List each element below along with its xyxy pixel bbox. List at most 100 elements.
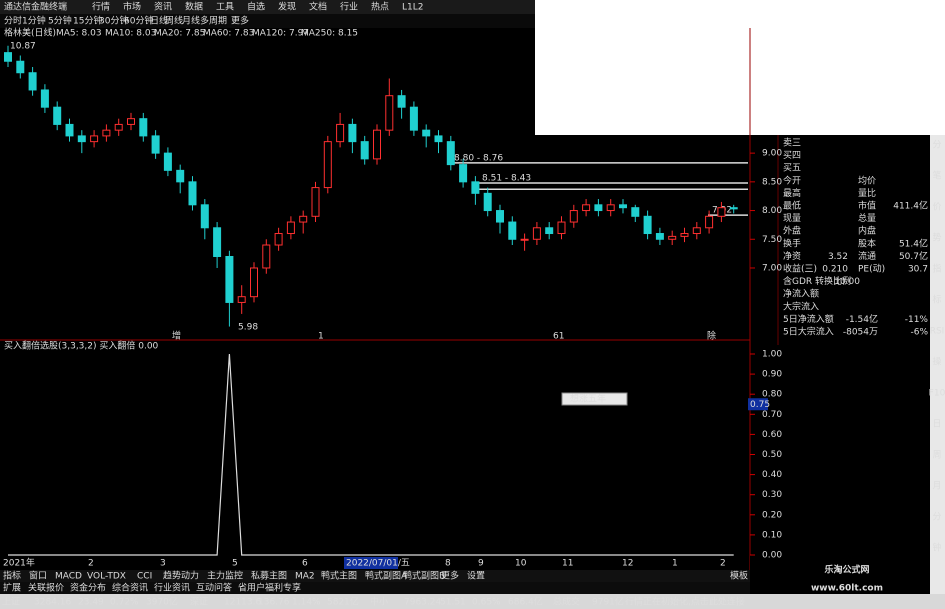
candle-body [692, 227, 701, 235]
side-tab[interactable]: 笔 [932, 170, 941, 182]
menu-item[interactable]: 工具 [216, 2, 234, 13]
candle-body [409, 106, 418, 131]
quote-value: 10.00 [834, 277, 860, 287]
period-tab[interactable]: 周线 [165, 15, 183, 27]
indicator-tab[interactable]: CCI [137, 572, 152, 582]
menu-item[interactable]: 发现 [278, 1, 296, 13]
candle-body [446, 141, 455, 166]
menu-item[interactable]: 市场 [123, 1, 141, 13]
menu-item[interactable]: 热点 [371, 1, 389, 13]
candle-body [213, 227, 222, 257]
period-tab[interactable]: 分时 [4, 15, 22, 27]
quote-label: 净流入额 [783, 288, 819, 300]
status-item: 中小 [370, 596, 388, 608]
menu-item[interactable]: 文档 [309, 1, 327, 13]
candle-body [483, 192, 492, 212]
candle-body [545, 227, 554, 235]
indicator-tab[interactable]: 私募主图 [251, 570, 287, 582]
candle-body [643, 215, 652, 235]
period-tab[interactable]: 60分钟 [124, 15, 153, 27]
menu-item[interactable]: 行情 [92, 1, 110, 13]
candle-body [606, 204, 615, 212]
candle-body [114, 123, 123, 131]
indicator-tab[interactable]: 设置 [467, 571, 485, 582]
blank-area [535, 0, 945, 135]
side-tab[interactable]: 日 [932, 419, 941, 430]
indicator-tab[interactable]: 鸭式主图 [321, 570, 357, 582]
period-tab[interactable]: 15分钟 [73, 15, 102, 27]
y-tick-label: 8.00 [762, 206, 782, 216]
indicator-tab[interactable]: 指标 [3, 570, 21, 582]
indicator-tab[interactable]: VOL-TDX [87, 572, 126, 582]
x-tick-label: 10 [515, 559, 527, 569]
x-tick-label: 3 [160, 559, 166, 569]
indicator-tab[interactable]: MA2 [295, 572, 315, 582]
candle-body [520, 238, 529, 241]
indicator-tab[interactable]: 趋势动力 [163, 570, 199, 582]
candle-body [28, 72, 37, 91]
watermark-title: 乐淘公式网 [824, 564, 869, 576]
side-tab[interactable]: 分 [932, 512, 941, 523]
candle-body [471, 181, 480, 194]
candle-body [311, 187, 320, 217]
menu-item[interactable]: L1L2 [402, 3, 423, 13]
info-tab[interactable]: 行业资讯 [154, 582, 190, 594]
info-tab[interactable]: 互动问答 [196, 582, 232, 594]
indicator-tab[interactable]: 主力监控 [207, 570, 243, 582]
high-label: 10.87 [10, 42, 36, 52]
info-tab[interactable]: 扩展 [3, 582, 21, 594]
period-tab[interactable]: 5分钟 [48, 15, 72, 27]
indicator-tab[interactable]: 窗口 [29, 570, 47, 582]
x-tick-label: 5 [232, 559, 238, 569]
info-tab[interactable]: 资金分布 [70, 582, 106, 594]
quote-value: 0.210 [822, 265, 848, 275]
status-item: 行情正在初始化,点击此处连接 [625, 596, 745, 608]
status-item: 1.14% [292, 598, 321, 608]
candle-body [385, 95, 394, 131]
period-tab[interactable]: 1分钟 [22, 15, 46, 27]
menu-item[interactable]: 资讯 [154, 2, 172, 13]
candle-body [250, 267, 258, 298]
quote-label: 量比 [858, 187, 876, 199]
candle-body [360, 141, 369, 160]
status-item: 总成交 [553, 596, 580, 608]
period-tab[interactable]: 更多 [231, 15, 249, 27]
menu-item[interactable]: 数据 [185, 1, 203, 13]
side-tab[interactable]: 势 [932, 232, 941, 244]
indicator-tab[interactable]: 更多 [441, 570, 459, 582]
template-tab[interactable]: 模板 [730, 570, 748, 582]
indicator-tab[interactable]: 鸭式副图B [403, 570, 445, 582]
period-tab[interactable]: 月线 [182, 15, 200, 27]
status-item: 136.76 [258, 598, 290, 608]
x-tick-label: 8 [445, 559, 451, 569]
side-tab[interactable]: 操 [932, 356, 941, 368]
side-tab[interactable]: 标 [932, 294, 941, 306]
menu-item[interactable]: 自选 [247, 1, 265, 13]
side-tab[interactable]: 分 [932, 140, 941, 151]
side-tab[interactable]: 指 [932, 263, 941, 275]
quote-label: 最高 [783, 187, 801, 199]
quote-label: 今开 [783, 174, 801, 186]
side-tab[interactable]: 钟 [932, 542, 941, 554]
info-tab[interactable]: 关联报价 [28, 582, 64, 594]
side-tab[interactable]: RSI [930, 327, 945, 337]
candle-body [373, 129, 381, 160]
side-tab[interactable]: 价 [932, 202, 941, 213]
period-tab[interactable]: 多周期 [200, 15, 227, 27]
candle-body [90, 135, 99, 143]
indicator-tab[interactable]: 鸭式副图A [365, 570, 408, 582]
candle-body [176, 169, 185, 183]
period-tab[interactable]: 30分钟 [99, 15, 128, 27]
side-tab[interactable]: F10 [929, 389, 945, 399]
info-tab[interactable]: 综合资讯 [112, 582, 148, 594]
period-tab[interactable]: 日线 [150, 15, 168, 27]
y-tick-label: 0.70 [762, 410, 782, 420]
quote-value: 50.7亿 [899, 250, 928, 262]
info-tab-bar [0, 582, 750, 594]
candle-body [4, 52, 12, 62]
side-tab[interactable]: 周 [932, 450, 941, 461]
indicator-tab[interactable]: MACD [55, 572, 82, 582]
side-tab[interactable]: 月 [932, 481, 941, 492]
info-tab[interactable]: 省用户福利专享 [238, 582, 301, 594]
menu-item[interactable]: 行业 [340, 1, 358, 13]
